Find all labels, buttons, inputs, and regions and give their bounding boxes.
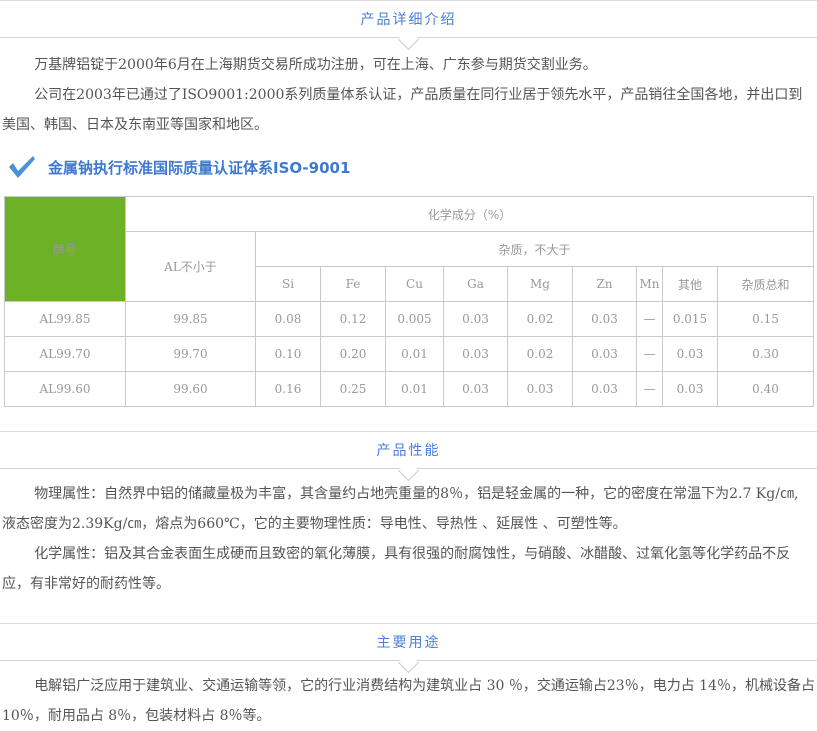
check-icon	[8, 155, 36, 179]
section-title-usage: 主要用途	[376, 635, 441, 651]
value-cell: 0.02	[507, 336, 573, 372]
table-header-row: AL不小于 杂质，不大于	[5, 231, 815, 302]
impurity-header-cell: 杂质，不大于	[254, 231, 815, 267]
value-cell: 0.08	[255, 301, 321, 337]
value-cell: 0.03	[572, 371, 637, 407]
section-title-performance: 产品性能	[376, 443, 441, 459]
value-cell: —	[636, 301, 663, 337]
table-subheader-row: Si Fe Cu Ga Mg Zn Mn 其他 杂质总和	[5, 266, 815, 302]
value-cell: 0.20	[320, 336, 386, 372]
value-cell: 0.015	[662, 301, 718, 337]
value-cell: 0.03	[443, 336, 508, 372]
value-cell: 0.01	[385, 336, 444, 372]
section-header-usage: 主要用途	[0, 623, 817, 674]
iso-certification-banner: 金属钠执行标准国际质量认证体系ISO-9001	[8, 154, 817, 180]
intro-content: 万基牌铝锭于2000年6月在上海期货交易所成功注册，可在上海、广东参与期货交割业…	[0, 38, 817, 140]
iso-banner-text: 金属钠执行标准国际质量认证体系ISO-9001	[48, 158, 351, 177]
performance-content: 物理属性：自然界中铝的储藏量极为丰富，其含量约占地壳重量的8％，铝是轻金属的一种…	[0, 469, 817, 599]
column-header: 其他	[662, 266, 718, 302]
column-header: Mg	[507, 266, 573, 302]
column-header: Ga	[443, 266, 508, 302]
value-cell: 0.03	[572, 336, 637, 372]
chemical-composition-table: 牌号 化学成分（%） AL不小于 杂质，不大于 Si Fe Cu Ga Mg Z…	[4, 196, 815, 407]
table-row: AL99.70 99.70 0.10 0.20 0.01 0.03 0.02 0…	[4, 336, 815, 372]
value-cell: 0.03	[662, 336, 718, 372]
grade-cell: AL99.70	[4, 336, 126, 372]
al-header-cell: AL不小于	[125, 231, 256, 302]
column-header: Zn	[572, 266, 637, 302]
value-cell: 0.16	[255, 371, 321, 407]
composition-header-cell: 化学成分（%）	[124, 196, 815, 232]
value-cell: —	[636, 371, 663, 407]
value-cell: 0.03	[662, 371, 718, 407]
al-value-cell: 99.85	[125, 301, 256, 337]
value-cell: 0.12	[320, 301, 386, 337]
value-cell: 0.03	[443, 371, 508, 407]
usage-content: 电解铝广泛应用于建筑业、交通运输等领，它的行业消费结构为建筑业占 30 ％，交通…	[0, 661, 817, 731]
grade-cell: AL99.85	[4, 301, 126, 337]
value-cell: 0.25	[320, 371, 386, 407]
intro-paragraph: 公司在2003年已通过了ISO9001:2000系列质量体系认证，产品质量在同行…	[2, 87, 803, 133]
value-cell: —	[636, 336, 663, 372]
section-header-performance: 产品性能	[0, 431, 817, 482]
table-row: AL99.85 99.85 0.08 0.12 0.005 0.03 0.02 …	[4, 301, 815, 337]
section-title-intro: 产品详细介绍	[360, 12, 457, 28]
usage-paragraph: 电解铝广泛应用于建筑业、交通运输等领，它的行业消费结构为建筑业占 30 ％，交通…	[2, 678, 815, 724]
column-header: Fe	[320, 266, 386, 302]
table-header-row: 牌号 化学成分（%）	[4, 196, 815, 302]
value-cell: 0.15	[716, 301, 815, 337]
value-cell: 0.03	[507, 371, 573, 407]
table-row: AL99.60 99.60 0.16 0.25 0.01 0.03 0.03 0…	[4, 371, 815, 407]
value-cell: 0.005	[385, 301, 444, 337]
section-header-intro: 产品详细介绍	[0, 0, 817, 51]
column-header: Mn	[636, 266, 663, 302]
column-header: 杂质总和	[716, 266, 815, 302]
grade-header-cell: 牌号	[4, 196, 126, 302]
value-cell: 0.03	[443, 301, 508, 337]
grade-cell: AL99.60	[4, 371, 126, 407]
al-value-cell: 99.60	[125, 371, 256, 407]
value-cell: 0.01	[385, 371, 444, 407]
column-header: Cu	[385, 266, 444, 302]
al-value-cell: 99.70	[125, 336, 256, 372]
value-cell: 0.10	[255, 336, 321, 372]
performance-paragraph: 物理属性：自然界中铝的储藏量极为丰富，其含量约占地壳重量的8％，铝是轻金属的一种…	[2, 486, 799, 532]
intro-paragraph: 万基牌铝锭于2000年6月在上海期货交易所成功注册，可在上海、广东参与期货交割业…	[34, 57, 597, 73]
value-cell: 0.30	[716, 336, 815, 372]
value-cell: 0.40	[716, 371, 815, 407]
column-header: Si	[255, 266, 321, 302]
value-cell: 0.03	[572, 301, 637, 337]
value-cell: 0.02	[507, 301, 573, 337]
performance-paragraph: 化学属性：铝及其合金表面生成硬而且致密的氧化薄膜，具有很强的耐腐蚀性，与硝酸、冰…	[2, 546, 791, 592]
